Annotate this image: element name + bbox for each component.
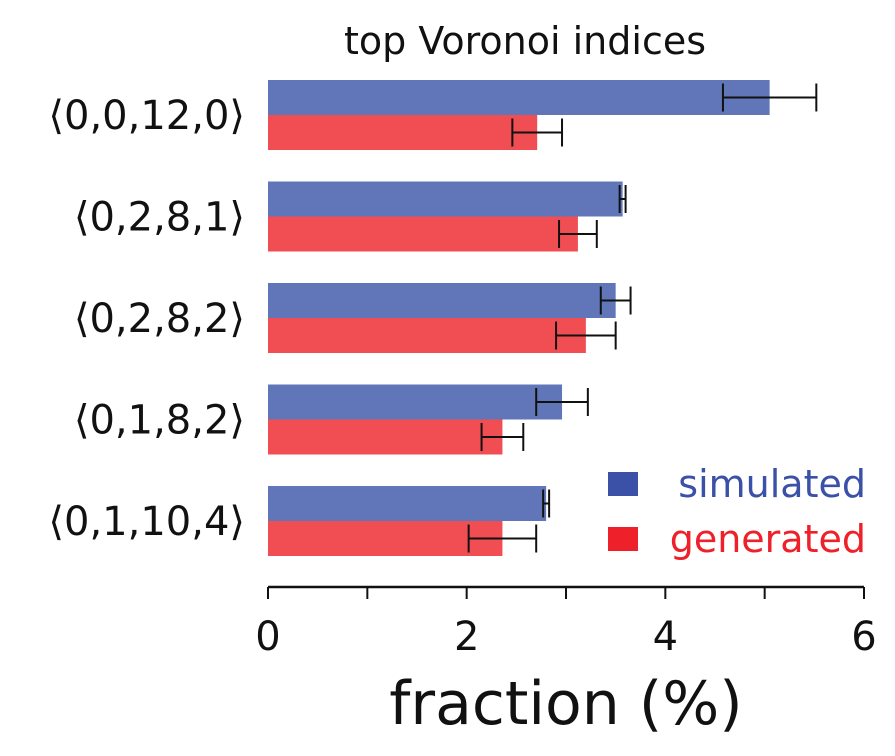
bar-generated-3 xyxy=(268,419,503,455)
error-bar-simulated-0 xyxy=(721,83,818,112)
bar-generated-1 xyxy=(268,216,578,252)
category-label-1: ⟨0,2,8,1⟩ xyxy=(74,195,245,241)
error-bars-group xyxy=(467,83,818,553)
category-label-2: ⟨0,2,8,2⟩ xyxy=(74,296,245,342)
legend-marker-generated xyxy=(608,527,638,551)
x-tick-label-2: 4 xyxy=(653,614,678,660)
category-labels-group: ⟨0,0,12,0⟩ ⟨0,2,8,1⟩ ⟨0,2,8,2⟩ ⟨0,1,8,2⟩ ⟨0,… xyxy=(48,93,245,545)
legend-label-simulated: simulated xyxy=(678,462,866,506)
error-bar-simulated-1 xyxy=(618,185,627,213)
legend-marker-simulated xyxy=(608,472,638,496)
bar-simulated-3 xyxy=(268,384,563,420)
bar-generated-2 xyxy=(268,318,586,353)
category-label-4: ⟨0,1,10,4⟩ xyxy=(48,499,245,545)
category-label-3: ⟨0,1,8,2⟩ xyxy=(74,398,245,444)
error-bar-simulated-2 xyxy=(599,286,632,315)
error-bar-generated-2 xyxy=(555,321,617,350)
bar-generated-0 xyxy=(268,115,538,150)
category-label-0: ⟨0,0,12,0⟩ xyxy=(48,93,245,139)
error-bar-simulated-4 xyxy=(542,489,551,518)
bar-simulated-1 xyxy=(268,181,623,217)
bar-simulated-0 xyxy=(268,80,770,115)
bar-simulated-2 xyxy=(268,283,616,318)
x-axis: 0 2 4 6 xyxy=(255,585,877,660)
x-tick-label-0: 0 xyxy=(255,614,280,660)
error-bar-simulated-3 xyxy=(535,388,589,416)
legend: simulated generated xyxy=(608,462,866,561)
x-tick-label-3: 6 xyxy=(851,614,876,660)
chart-title: top Voronoi indices xyxy=(344,19,706,63)
legend-label-generated: generated xyxy=(670,517,866,561)
bar-generated-4 xyxy=(268,521,503,556)
error-bar-generated-1 xyxy=(558,220,598,248)
x-axis-label: fraction (%) xyxy=(389,669,742,739)
error-bar-generated-0 xyxy=(511,118,564,147)
error-bar-generated-3 xyxy=(480,423,525,451)
x-tick-label-1: 2 xyxy=(454,614,479,660)
bars-group xyxy=(268,80,770,556)
error-bar-generated-4 xyxy=(467,524,538,553)
bar-simulated-4 xyxy=(268,486,547,521)
